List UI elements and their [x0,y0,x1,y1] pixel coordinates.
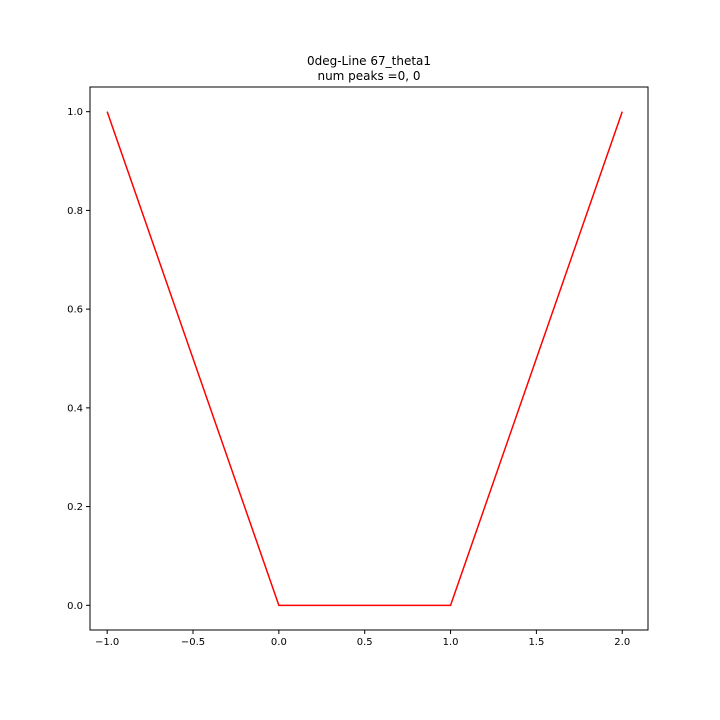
y-tick-label: 0.8 [67,206,83,217]
y-tick-label: 0.2 [67,502,83,513]
chart-subtitle: num peaks =0, 0 [317,69,420,83]
series-layer [106,111,623,607]
x-tick-label: −0.5 [181,637,205,648]
y-tick-label: 0.0 [67,601,83,612]
x-tick-label: 0.5 [357,637,373,648]
y-tick-label: 0.4 [67,403,83,414]
chart-title: 0deg-Line 67_theta1 [307,54,431,68]
x-tick-label: 2.0 [614,637,630,648]
plot-area-frame [89,86,649,631]
series-line [106,111,623,607]
x-tick-label: 1.5 [528,637,544,648]
x-tick-label: 0.0 [271,637,287,648]
y-tick-label: 0.6 [67,305,83,316]
x-tick-label: 1.0 [443,637,459,648]
y-tick-label: 1.0 [67,107,83,118]
axis-ticks: −1.0 −0.5 0.0 0.5 1.0 1.5 2.0 0.0 0.2 0.4 0.6 0.8 1.… [67,107,630,648]
x-tick-label: −1.0 [95,637,119,648]
